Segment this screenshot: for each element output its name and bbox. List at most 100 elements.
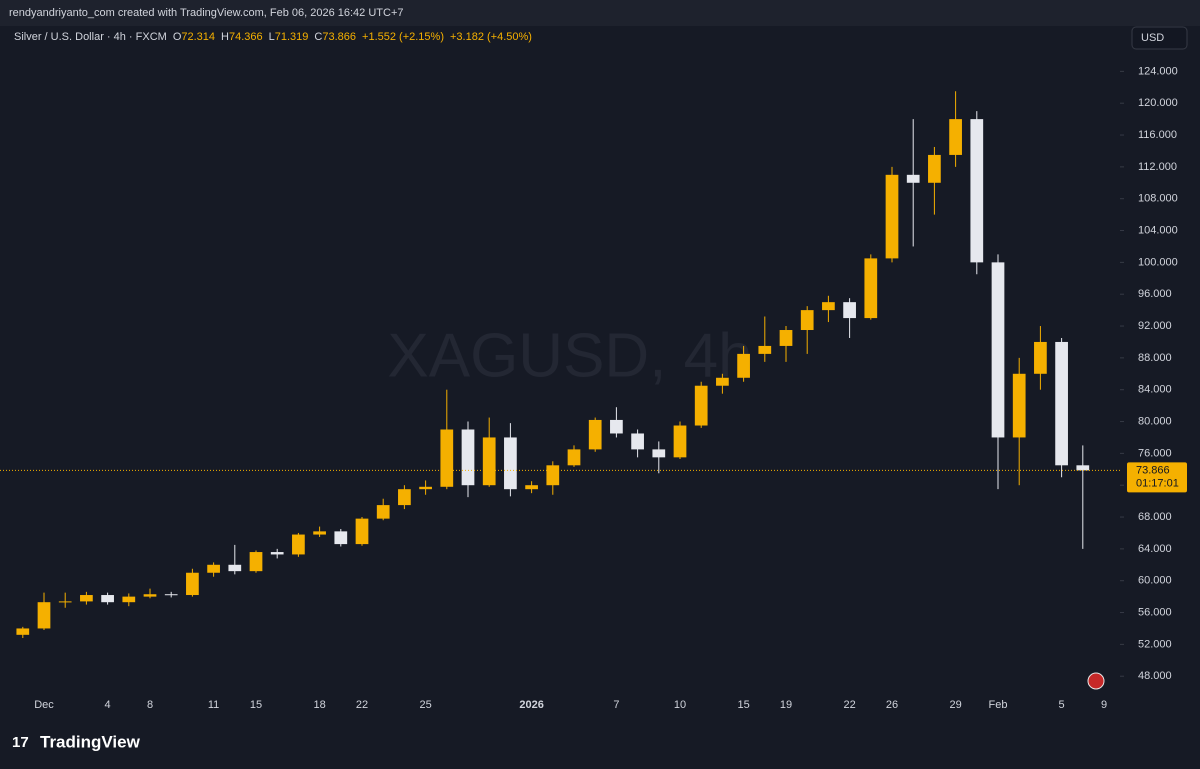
candle-body	[970, 119, 984, 263]
candle-body	[398, 489, 411, 506]
candle-body	[292, 534, 305, 555]
change-day: +3.182 (+4.50%)	[450, 31, 532, 43]
candle-body	[758, 345, 772, 354]
candle-body	[164, 594, 178, 596]
candle-body	[843, 302, 856, 319]
x-tick-label: Feb	[989, 699, 1008, 711]
symbol: Silver / U.S. Dollar · 4h · FXCM	[14, 31, 167, 43]
candle-body	[228, 564, 242, 572]
y-tick-label: 48.000	[1138, 670, 1172, 682]
candle-body	[1076, 465, 1090, 471]
candle-body	[610, 419, 623, 434]
candle-body	[694, 385, 708, 426]
candle-body	[588, 419, 602, 450]
y-tick-label: 92.000	[1138, 320, 1172, 332]
candle-body	[37, 602, 51, 629]
x-tick-label: 15	[250, 699, 262, 711]
candle-body	[16, 628, 30, 635]
candle-body	[800, 310, 814, 331]
candle-body	[525, 485, 538, 490]
x-tick-label: 15	[737, 699, 749, 711]
x-tick-label: 26	[886, 699, 898, 711]
y-tick-label: 104.000	[1138, 224, 1178, 236]
footer-bar	[0, 716, 1200, 769]
header-text: rendyandriyanto_com created with Trading…	[9, 7, 404, 19]
candle-body	[906, 174, 920, 183]
y-tick-label: 68.000	[1138, 511, 1172, 523]
candle-body	[1055, 341, 1068, 466]
candle-body	[143, 594, 157, 597]
x-tick-label: 2026	[519, 699, 543, 711]
ohlc-value: 71.319	[275, 31, 309, 43]
candle-body	[101, 595, 114, 603]
x-tick-label: Dec	[34, 699, 54, 711]
candle-body	[1012, 373, 1026, 438]
ohlc-label: C	[314, 31, 322, 43]
y-tick-label: 56.000	[1138, 606, 1172, 618]
x-tick-label: 9	[1101, 699, 1107, 711]
x-tick-label: 4	[105, 699, 111, 711]
y-tick-label: 88.000	[1138, 352, 1172, 364]
candle-body	[567, 449, 581, 466]
candle-body	[652, 449, 666, 458]
candle-body	[779, 330, 793, 346]
candle-body	[504, 437, 517, 490]
candle-body	[546, 465, 560, 486]
candle-body	[461, 429, 475, 486]
watermark: XAGUSD, 4h	[387, 321, 752, 390]
candle-body	[186, 572, 199, 596]
candle-body	[440, 429, 454, 487]
candle-body	[207, 564, 220, 573]
logo-mark: 17	[12, 734, 29, 751]
header-bar	[0, 0, 1200, 26]
currency-button[interactable]	[1131, 26, 1188, 50]
x-tick-label: 22	[843, 699, 855, 711]
x-tick-label: 11	[208, 699, 219, 711]
y-tick-label: 120.000	[1138, 97, 1178, 109]
candle-body	[631, 433, 644, 450]
candle-body	[376, 505, 390, 519]
countdown-label: 01:17:01	[1136, 477, 1179, 489]
candle-body	[716, 377, 729, 386]
y-tick-label: 124.000	[1138, 65, 1178, 77]
x-tick-label: 18	[313, 699, 325, 711]
y-tick-label: 108.000	[1138, 193, 1178, 205]
ohlc-value: 72.314	[181, 31, 215, 43]
candle-body	[355, 518, 369, 545]
candle-body	[313, 531, 326, 535]
candle-body	[949, 119, 962, 155]
event-icon[interactable]	[1087, 672, 1105, 690]
x-tick-label: 10	[674, 699, 686, 711]
x-tick-label: 22	[356, 699, 368, 711]
candle-body	[991, 262, 1005, 438]
y-tick-label: 116.000	[1138, 129, 1177, 141]
x-tick-label: 29	[949, 699, 961, 711]
x-tick-label: 5	[1059, 699, 1065, 711]
x-tick-label: 25	[419, 699, 431, 711]
y-tick-label: 76.000	[1138, 447, 1172, 459]
candle-body	[737, 353, 750, 378]
candle-body	[885, 174, 899, 259]
change: +1.552 (+2.15%)	[362, 31, 444, 43]
candle-body	[928, 154, 941, 183]
x-tick-label: 8	[147, 699, 153, 711]
candle-body	[270, 552, 284, 555]
y-tick-label: 52.000	[1138, 638, 1172, 650]
legend-text: Silver / U.S. Dollar · 4h · FXCM O72.314 H…	[14, 31, 532, 43]
y-tick-label: 112.000	[1138, 161, 1177, 173]
brand: TradingView	[40, 732, 141, 751]
candle-body	[822, 302, 835, 311]
candle-body	[249, 552, 263, 572]
ohlc-value: 73.866	[322, 31, 356, 43]
x-tick-label: 7	[613, 699, 619, 711]
candle-body	[1034, 341, 1047, 374]
candle-body	[334, 531, 348, 545]
x-tick-label: 19	[780, 699, 792, 711]
last-price-label: 73.866	[1136, 464, 1170, 476]
ohlc-label: H	[221, 31, 229, 43]
ohlc-label: O	[173, 31, 182, 43]
candle-body	[58, 601, 72, 603]
currency-label[interactable]: USD	[1141, 32, 1164, 44]
y-tick-label: 100.000	[1138, 256, 1178, 268]
